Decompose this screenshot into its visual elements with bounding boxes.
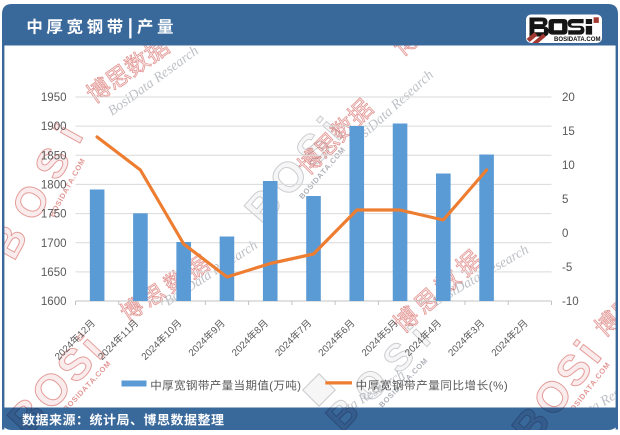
svg-text:1800: 1800 bbox=[41, 180, 67, 192]
svg-text:1950: 1950 bbox=[41, 92, 67, 104]
svg-text:15: 15 bbox=[562, 126, 575, 138]
svg-text:1750: 1750 bbox=[41, 209, 67, 221]
svg-text:BOSIDATA.COM: BOSIDATA.COM bbox=[554, 36, 601, 43]
svg-text:-10: -10 bbox=[562, 296, 579, 308]
svg-text:20: 20 bbox=[562, 92, 575, 104]
svg-text:5: 5 bbox=[562, 194, 568, 206]
svg-text:10: 10 bbox=[562, 160, 575, 172]
svg-text:1600: 1600 bbox=[41, 296, 67, 308]
svg-text:1850: 1850 bbox=[41, 150, 67, 162]
svg-text:1650: 1650 bbox=[41, 267, 67, 279]
svg-text:1700: 1700 bbox=[41, 238, 67, 250]
svg-text:0: 0 bbox=[562, 228, 568, 240]
svg-text:1900: 1900 bbox=[41, 121, 67, 133]
svg-text:-5: -5 bbox=[562, 262, 572, 274]
